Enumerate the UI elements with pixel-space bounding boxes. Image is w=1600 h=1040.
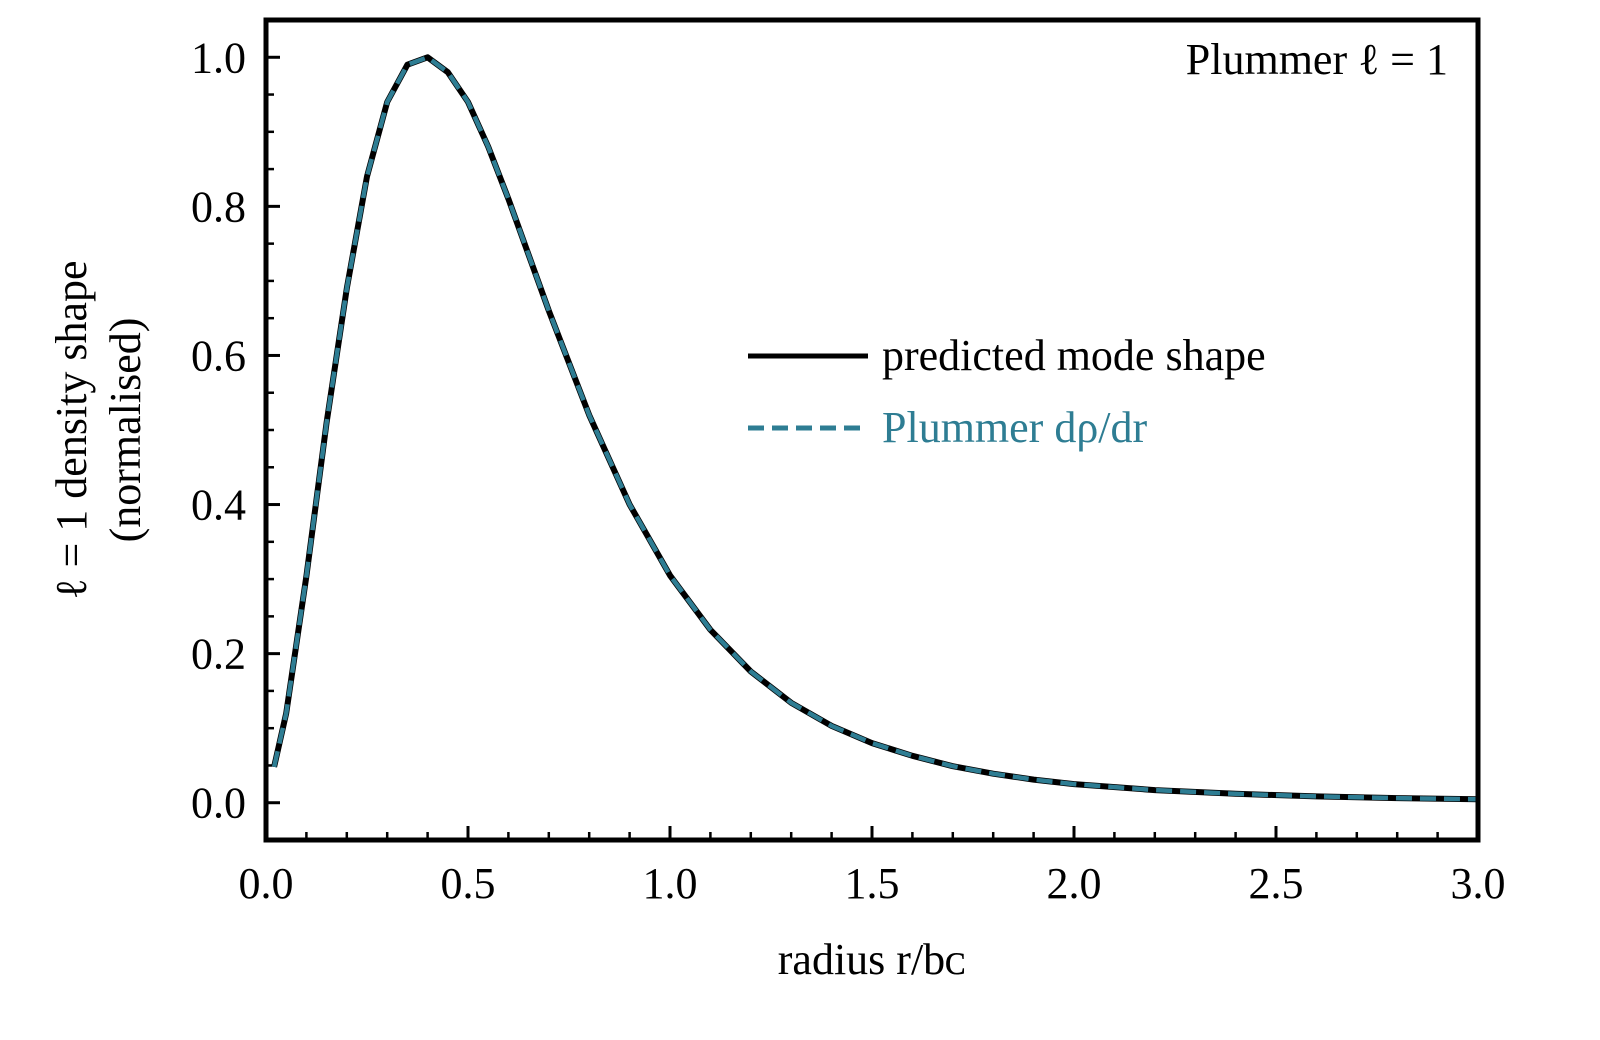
x-tick-label: 2.0: [1047, 859, 1102, 908]
x-axis-title: radius r/bᴄ: [778, 935, 966, 984]
y-axis-title-line1: ℓ = 1 density shape: [47, 260, 96, 599]
y-tick-label: 0.2: [191, 630, 246, 679]
x-tick-label: 2.5: [1249, 859, 1304, 908]
legend-label-plummer: Plummer dρ/dr: [882, 403, 1148, 452]
x-tick-label: 0.0: [239, 859, 294, 908]
y-tick-label: 0.4: [191, 481, 246, 530]
y-tick-label: 0.6: [191, 331, 246, 380]
plot-frame: [263, 17, 1481, 843]
x-tick-label: 0.5: [441, 859, 496, 908]
y-tick-label: 0.8: [191, 182, 246, 231]
series-layer: [271, 54, 1479, 803]
y-tick-label: 0.0: [191, 779, 246, 828]
y-tick-label: 1.0: [191, 33, 246, 82]
legend-label-predicted: predicted mode shape: [882, 331, 1266, 380]
y-axis-title-line2: (normalised): [101, 318, 150, 543]
series-line-plummer-drho-dr: [271, 55, 1479, 802]
plot-annotation: Plummer ℓ = 1: [1186, 35, 1448, 84]
x-tick-label: 3.0: [1451, 859, 1506, 908]
ticks-layer: 0.0 0.5 1.0 1.5 2.0 2.5 3.0 0.0 0.2 0.4 0.6 0.8 1.0: [191, 18, 1506, 908]
x-tick-label: 1.5: [845, 859, 900, 908]
x-tick-label: 1.0: [643, 859, 698, 908]
legend: predicted mode shape Plummer dρ/dr: [748, 331, 1266, 452]
